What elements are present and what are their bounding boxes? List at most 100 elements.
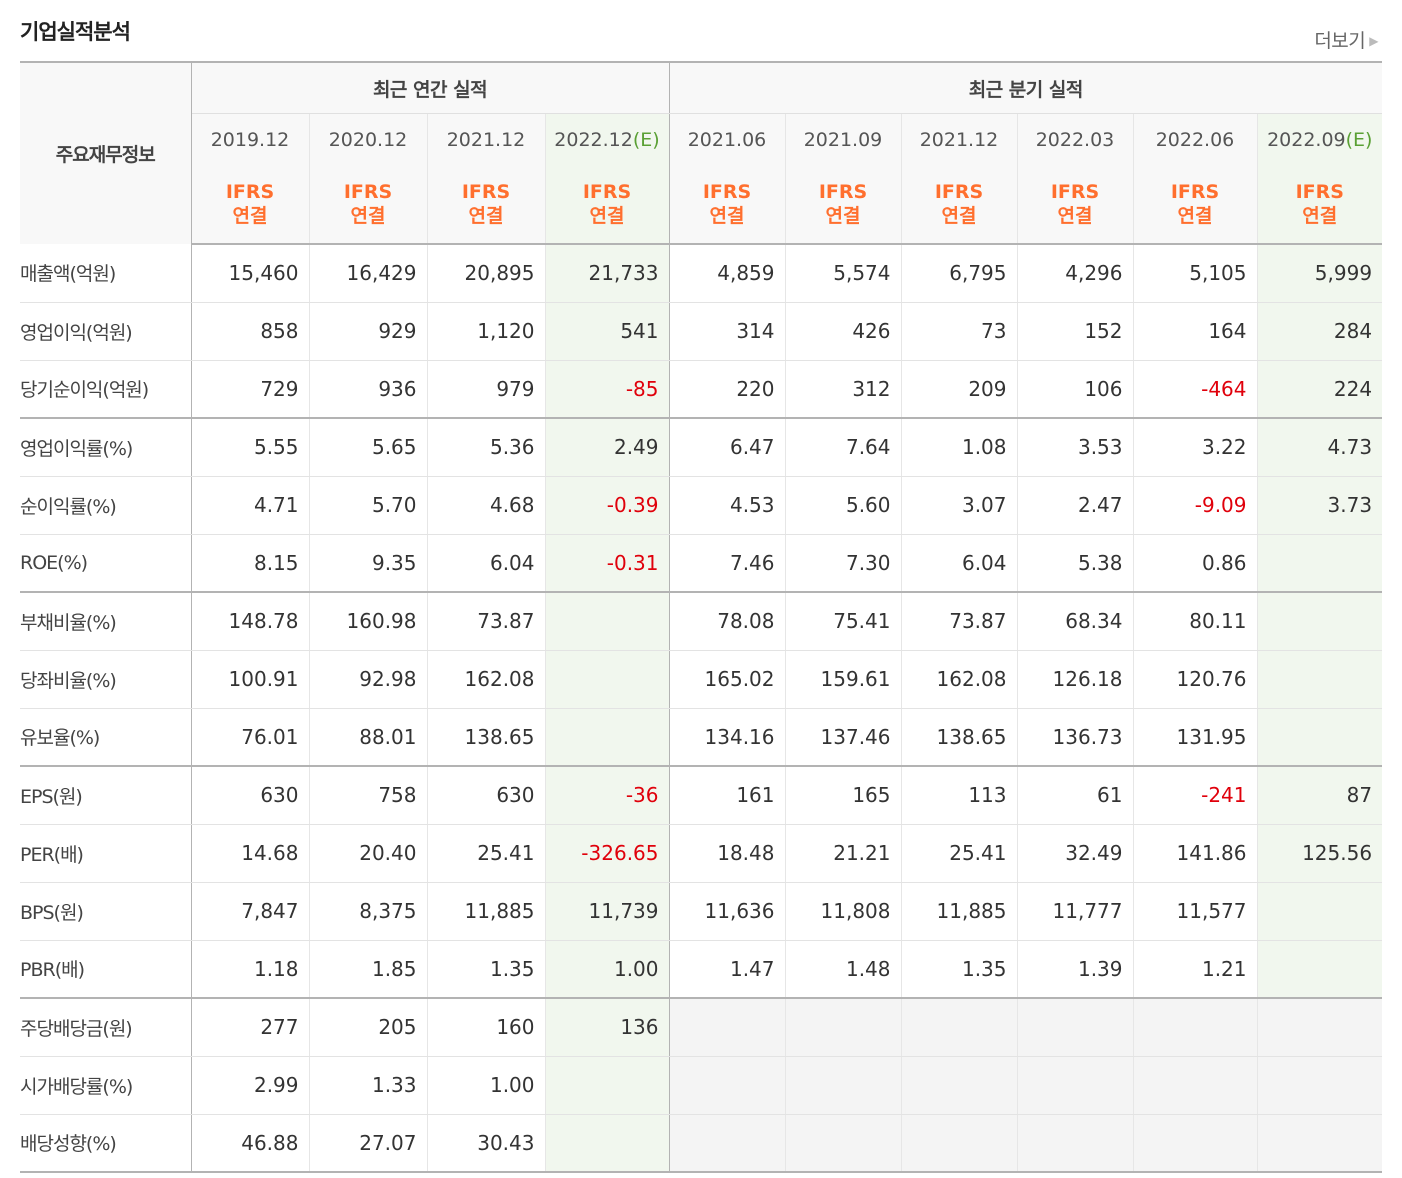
table-cell: 1.85 bbox=[308, 940, 427, 999]
table-cell bbox=[900, 1114, 1017, 1173]
table-cell: 136 bbox=[544, 998, 669, 1057]
table-cell: 5,574 bbox=[784, 244, 901, 303]
table-row: 영업이익(억원) 858 929 1,120 541 314 426 73 152 164 284 bbox=[20, 302, 1383, 361]
period-label: 2021.12 bbox=[919, 128, 999, 151]
table-cell: -326.65 bbox=[544, 824, 669, 883]
table-cell: 224 bbox=[1256, 360, 1383, 419]
table-cell: 284 bbox=[1256, 302, 1383, 361]
row-label: 유보율(%) bbox=[20, 708, 192, 767]
row-label: 부채비율(%) bbox=[20, 592, 192, 651]
more-link[interactable]: 더보기 ▶ bbox=[1314, 26, 1378, 53]
table-cell: 6.04 bbox=[900, 534, 1017, 593]
table-cell: 1.21 bbox=[1132, 940, 1257, 999]
table-cell: 32.49 bbox=[1016, 824, 1133, 883]
table-cell: 5,999 bbox=[1256, 244, 1383, 303]
table-cell: 6.47 bbox=[668, 418, 785, 477]
table-cell: 131.95 bbox=[1132, 708, 1257, 767]
table-cell: 14.68 bbox=[190, 824, 309, 883]
table-cell: 729 bbox=[190, 360, 309, 419]
table-cell: 3.73 bbox=[1256, 476, 1383, 535]
table-cell: 21,733 bbox=[544, 244, 669, 303]
table-cell: 160 bbox=[426, 998, 545, 1057]
table-cell bbox=[668, 1114, 785, 1173]
table-cell bbox=[900, 1056, 1017, 1115]
period-header: 2022.06 bbox=[1132, 113, 1257, 165]
table-cell: 1.00 bbox=[544, 940, 669, 999]
ifrs-label: IFRS 연결 bbox=[308, 165, 427, 245]
ifrs-label: IFRS 연결 bbox=[1132, 165, 1257, 245]
table-row: 당기순이익(억원) 729 936 979 -85 220 312 209 106 -464 224 bbox=[20, 360, 1383, 419]
table-cell: 0.86 bbox=[1132, 534, 1257, 593]
table-cell: -0.31 bbox=[544, 534, 669, 593]
table-cell: 25.41 bbox=[900, 824, 1017, 883]
table-cell: 630 bbox=[426, 766, 545, 825]
table-cell: 11,577 bbox=[1132, 882, 1257, 941]
table-cell bbox=[544, 1056, 669, 1115]
ifrs-label: IFRS 연결 bbox=[1256, 165, 1383, 245]
table-cell: 148.78 bbox=[190, 592, 309, 651]
table-cell: 858 bbox=[190, 302, 309, 361]
table-cell: 76.01 bbox=[190, 708, 309, 767]
table-cell: 7.46 bbox=[668, 534, 785, 593]
ifrs-label: IFRS 연결 bbox=[668, 165, 785, 245]
table-row: BPS(원) 7,847 8,375 11,885 11,739 11,636 11,808… bbox=[20, 882, 1383, 941]
table-cell bbox=[1256, 882, 1383, 941]
table-cell: 2.49 bbox=[544, 418, 669, 477]
period-header: 2020.12 bbox=[308, 113, 427, 165]
period-label: 2022.03 bbox=[1035, 128, 1115, 151]
table-cell: 209 bbox=[900, 360, 1017, 419]
ifrs-label: IFRS 연결 bbox=[426, 165, 545, 245]
table-cell: 1.08 bbox=[900, 418, 1017, 477]
period-header: 2021.09 bbox=[784, 113, 901, 165]
table-cell bbox=[1132, 998, 1257, 1057]
table-cell: 3.22 bbox=[1132, 418, 1257, 477]
row-label: EPS(원) bbox=[20, 766, 192, 825]
table-cell: 11,885 bbox=[900, 882, 1017, 941]
estimate-mark: (E) bbox=[632, 128, 660, 151]
period-header: 2022.12(E) bbox=[544, 113, 669, 165]
table-cell: 161 bbox=[668, 766, 785, 825]
table-row: 순이익률(%) 4.71 5.70 4.68 -0.39 4.53 5.60 3.07 2.47… bbox=[20, 476, 1383, 535]
period-header: 2021.12 bbox=[900, 113, 1017, 165]
table-cell: 5.70 bbox=[308, 476, 427, 535]
ifrs-line1: IFRS bbox=[343, 181, 393, 203]
table-cell: 136.73 bbox=[1016, 708, 1133, 767]
table-cell bbox=[1132, 1114, 1257, 1173]
table-row: EPS(원) 630 758 630 -36 161 165 113 61 -241 87 bbox=[20, 766, 1383, 825]
ifrs-line1: IFRS bbox=[225, 181, 275, 203]
table-cell: 73 bbox=[900, 302, 1017, 361]
table-cell bbox=[1256, 998, 1383, 1057]
row-label: ROE(%) bbox=[20, 534, 192, 593]
ifrs-line2: 연결 bbox=[1057, 205, 1093, 227]
ifrs-line2: 연결 bbox=[825, 205, 861, 227]
table-cell bbox=[544, 650, 669, 709]
period-label: 2020.12 bbox=[328, 128, 408, 151]
row-label: 시가배당률(%) bbox=[20, 1056, 192, 1115]
table-cell: 126.18 bbox=[1016, 650, 1133, 709]
row-label: 주당배당금(원) bbox=[20, 998, 192, 1057]
table-cell: 78.08 bbox=[668, 592, 785, 651]
table-cell: 25.41 bbox=[426, 824, 545, 883]
table-cell: 165.02 bbox=[668, 650, 785, 709]
ifrs-label: IFRS 연결 bbox=[544, 165, 669, 245]
table-cell: 929 bbox=[308, 302, 427, 361]
ifrs-line1: IFRS bbox=[702, 181, 752, 203]
table-cell: 1.35 bbox=[426, 940, 545, 999]
ifrs-line1: IFRS bbox=[1170, 181, 1220, 203]
table-cell: 6,795 bbox=[900, 244, 1017, 303]
ifrs-label: IFRS 연결 bbox=[190, 165, 309, 245]
table-cell: 4.73 bbox=[1256, 418, 1383, 477]
table-cell: 5,105 bbox=[1132, 244, 1257, 303]
table-cell bbox=[784, 998, 901, 1057]
table-cell: 1,120 bbox=[426, 302, 545, 361]
table-cell bbox=[1256, 592, 1383, 651]
period-label: 2022.09 bbox=[1267, 128, 1346, 151]
period-label: 2022.06 bbox=[1155, 128, 1235, 151]
table-cell: 7,847 bbox=[190, 882, 309, 941]
table-cell: 27.07 bbox=[308, 1114, 427, 1173]
table-cell: 6.04 bbox=[426, 534, 545, 593]
table-cell: 162.08 bbox=[426, 650, 545, 709]
table-cell bbox=[1256, 1114, 1383, 1173]
table-cell: -36 bbox=[544, 766, 669, 825]
table-cell: 138.65 bbox=[426, 708, 545, 767]
